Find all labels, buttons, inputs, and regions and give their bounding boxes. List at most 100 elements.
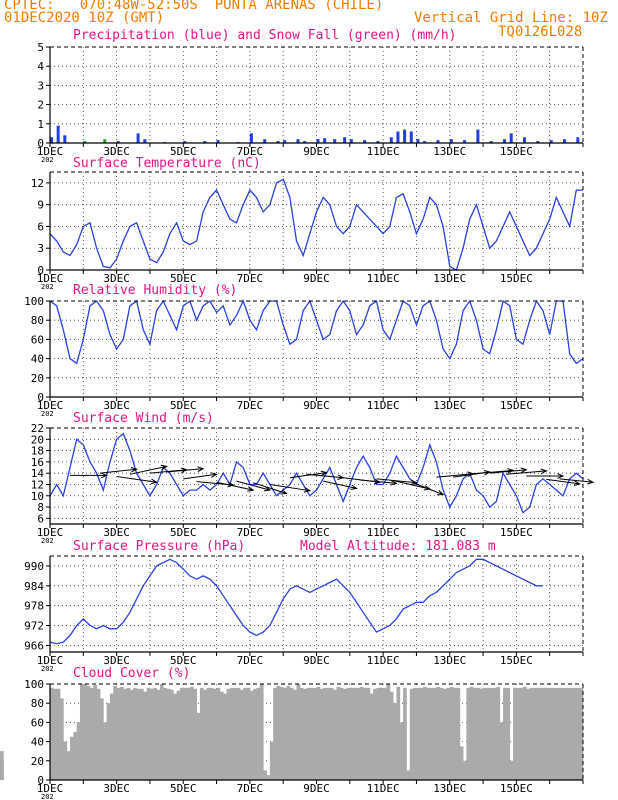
precip-bar [423, 141, 427, 143]
cloud-bar [296, 684, 301, 780]
cloud-bar [346, 687, 351, 780]
y-tick-label: 966 [24, 639, 44, 652]
wind-arrow [559, 478, 594, 483]
x-tick-label: 13DEC [433, 399, 466, 412]
cloud-bar [323, 687, 327, 780]
y-tick-label: 100 [24, 678, 44, 691]
wind-arrow [216, 481, 254, 491]
precip-bar [563, 139, 567, 143]
cloud-bar [96, 688, 101, 780]
rh-title: Relative Humidity (%) [73, 283, 238, 298]
cloud-bar [319, 688, 324, 780]
x-tick-label: 15DEC [500, 654, 533, 667]
snow-bar [83, 141, 87, 143]
cloud-bar [486, 687, 491, 780]
cloud-bar [436, 686, 441, 780]
precip-bar [203, 141, 207, 143]
cloud-bar [69, 736, 74, 780]
cloud-bar [569, 687, 574, 780]
x-tick-label: 3DEC [103, 782, 130, 795]
wind-arrow [393, 480, 430, 490]
x-tick-label: 3DEC [103, 526, 130, 539]
cloud-bar [0, 765, 4, 780]
wind-arrow-head [410, 479, 418, 486]
cloud-bar [369, 693, 374, 780]
x-tick-label: 5DEC [170, 399, 197, 412]
precip-bar [276, 141, 280, 143]
x-tick-label: 9DEC [303, 782, 330, 795]
wind-arrow-head [587, 478, 595, 485]
cloud-bar [439, 687, 444, 780]
x-tick-label: 11DEC [367, 399, 400, 412]
precip-bar [436, 140, 440, 143]
wind-arrow [129, 465, 167, 475]
cloud-bar [79, 684, 84, 780]
cloud-bar [336, 686, 341, 780]
y-tick-label: 60 [31, 716, 44, 729]
wind-arrow [236, 480, 270, 491]
wind-arrow-head [507, 468, 515, 474]
x-year-fragment: 202 [41, 793, 54, 800]
cloud-bar [293, 689, 297, 780]
y-tick-label: 14 [31, 467, 45, 480]
cloud-bar [539, 687, 544, 780]
cloud-bar [469, 686, 474, 780]
x-year-fragment: 202 [41, 156, 54, 164]
cloud-bar [546, 687, 551, 780]
wind-arrow [99, 468, 137, 474]
x-tick-label: 7DEC [237, 272, 264, 285]
precip-title: Precipitation (blue) and Snow Fall (gree… [73, 28, 457, 43]
cloud-bar [419, 687, 424, 780]
y-tick-label: 990 [24, 560, 44, 573]
cloud-bar [299, 687, 304, 780]
cloud-bar [246, 687, 251, 780]
cloud-bar [86, 685, 91, 780]
x-tick-label: 3DEC [103, 399, 130, 412]
pres-line [49, 558, 543, 645]
cloud-bar [263, 770, 267, 780]
cloud-bar [306, 687, 311, 780]
x-tick-label: 9DEC [303, 526, 330, 539]
y-tick-label: 9 [37, 199, 44, 212]
wind-arrow-head [320, 470, 328, 477]
precip-bar [503, 139, 507, 143]
cloud-bar [209, 687, 214, 780]
precip-bar [116, 141, 120, 143]
y-tick-label: 80 [31, 697, 44, 710]
cloud-bar [356, 687, 361, 780]
cloud-bar [339, 687, 344, 780]
x-tick-label: 1DEC [37, 782, 64, 795]
cloud-bar [373, 688, 377, 780]
wind-arrow [489, 469, 527, 474]
x-tick-label: 1DEC [37, 654, 64, 667]
precip-bar [509, 133, 513, 143]
precip-bar [316, 139, 320, 143]
precip-bar [283, 140, 287, 143]
cloud-bar [366, 687, 371, 780]
cloud-bar [409, 688, 414, 780]
wind-arrow [473, 469, 514, 475]
y-tick-label: 16 [31, 456, 44, 469]
cloud-bar [139, 688, 144, 780]
cloud-bar [283, 687, 287, 780]
precip-bar [249, 133, 253, 143]
cloud-bar [429, 687, 434, 780]
wind-arrow-head [210, 472, 218, 478]
cloud-bar [329, 687, 334, 780]
x-tick-label: 11DEC [367, 654, 400, 667]
precip-bar [303, 141, 307, 143]
y-tick-label: 18 [31, 445, 44, 458]
cloud-bar [129, 689, 134, 780]
x-tick-label: 7DEC [237, 654, 264, 667]
precip-bar [296, 139, 300, 143]
cloud-bar [163, 687, 167, 780]
x-tick-label: 1DEC [37, 272, 64, 285]
x-tick-label: 11DEC [367, 145, 400, 158]
cloud-bar [89, 687, 94, 780]
cloud-bar [533, 687, 537, 780]
precip-bar [50, 137, 53, 143]
x-tick-label: 5DEC [170, 526, 197, 539]
cloud-bar [199, 687, 204, 780]
x-tick-label: 7DEC [237, 399, 264, 412]
cloud-bar [353, 687, 357, 780]
